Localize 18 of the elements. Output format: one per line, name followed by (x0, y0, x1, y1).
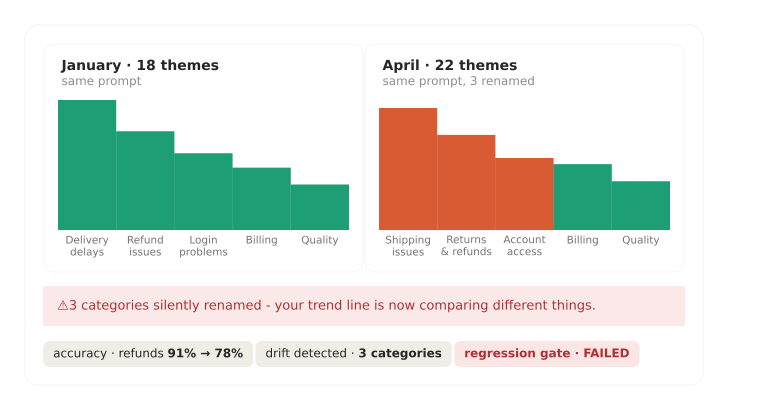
x-tick-label: Billing (246, 236, 277, 246)
x-tick-label: Delivery delays (66, 236, 108, 258)
x-tick-label: Shipping issues (386, 236, 430, 256)
x-tick-label: Account access (503, 236, 546, 256)
text: accuracy · refunds 91% → 78% (54, 348, 243, 360)
text: ⚠3 categories silently renamed - your trend line is now comparing different things. (58, 300, 595, 312)
chart-title: April · 22 themes (382, 59, 517, 73)
x-tick-label: Returns & refunds (441, 236, 492, 256)
text: drift detected · 3 categories (266, 348, 442, 360)
chart-subtitle: same prompt, 3 renamed (383, 76, 534, 88)
chart-title: January · 18 themes (60, 59, 218, 74)
x-tick-label: Refund issues (128, 236, 163, 256)
text: regression gate · FAILED (465, 348, 629, 360)
chart-subtitle: same prompt (62, 76, 142, 88)
x-tick-label: Quality (622, 236, 660, 246)
x-tick-label: Quality (302, 236, 338, 246)
x-tick-label: Login problems (180, 236, 228, 258)
x-tick-label: Billing (568, 236, 598, 246)
